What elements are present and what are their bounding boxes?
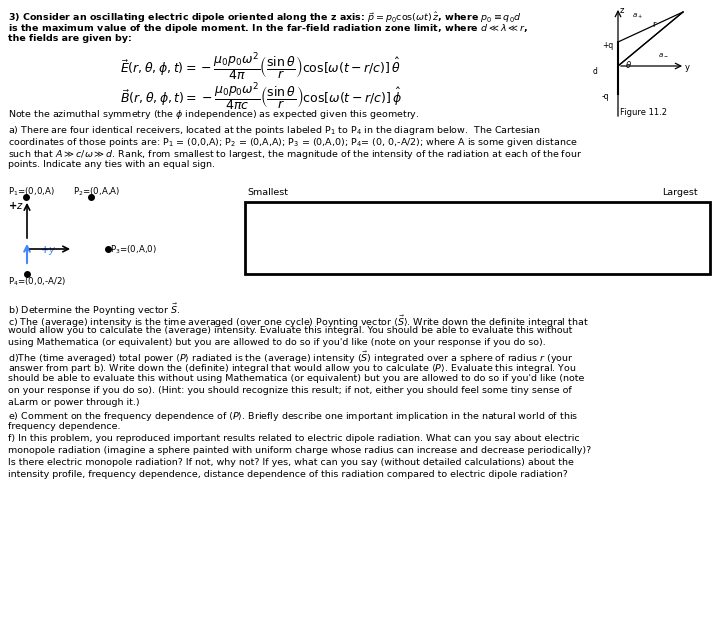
Text: points. Indicate any ties with an equal sign.: points. Indicate any ties with an equal … (8, 160, 215, 169)
Text: f) In this problem, you reproduced important results related to electric dipole : f) In this problem, you reproduced impor… (8, 434, 580, 443)
Text: answer from part b). Write down the (definite) integral that would allow you to : answer from part b). Write down the (def… (8, 362, 577, 375)
Text: +$y$: +$y$ (40, 244, 56, 257)
Text: Largest: Largest (662, 188, 697, 197)
Text: d: d (593, 67, 598, 76)
Text: Figure 11.2: Figure 11.2 (620, 108, 667, 117)
Text: P$_3$=(0,A,0): P$_3$=(0,A,0) (110, 243, 157, 255)
Text: is the maximum value of the dipole moment. In the far-field radiation zone limit: is the maximum value of the dipole momen… (8, 22, 529, 35)
Text: coordinates of those points are: P$_1$ = (0,0,A); P$_2$ = (0,A,A); P$_3$ = (0,A,: coordinates of those points are: P$_1$ =… (8, 136, 578, 149)
Text: +$z$: +$z$ (8, 200, 24, 211)
Text: the fields are given by:: the fields are given by: (8, 34, 131, 43)
Text: b) Determine the Poynting vector $\vec{S}$.: b) Determine the Poynting vector $\vec{S… (8, 302, 180, 318)
Bar (245, 202, 710, 274)
Text: $a_+$: $a_+$ (632, 12, 643, 21)
Text: c) The (average) intensity is the time averaged (over one cycle) Poynting vector: c) The (average) intensity is the time a… (8, 314, 588, 330)
Text: using Mathematica (or equivalent) but you are allowed to do so if you'd like (no: using Mathematica (or equivalent) but yo… (8, 338, 546, 347)
Text: $\vec{E}(r,\theta,\phi,t) = -\dfrac{\mu_0 p_0\omega^2}{4\pi}\left(\dfrac{\sin\th: $\vec{E}(r,\theta,\phi,t) = -\dfrac{\mu_… (120, 50, 401, 82)
Text: should be able to evaluate this without using Mathematica (or equivalent) but yo: should be able to evaluate this without … (8, 374, 584, 383)
Text: -q: -q (602, 92, 609, 101)
Text: on your response if you do so). (Hint: you should recognize this result; if not,: on your response if you do so). (Hint: y… (8, 386, 572, 395)
Text: r: r (652, 20, 656, 29)
Text: $a_-$: $a_-$ (658, 51, 669, 58)
Text: Note the azimuthal symmetry (the $\phi$ independence) as expected given this geo: Note the azimuthal symmetry (the $\phi$ … (8, 108, 419, 121)
Text: monopole radiation (imagine a sphere painted with uniform charge whose radius ca: monopole radiation (imagine a sphere pai… (8, 446, 591, 455)
Text: $\vec{B}(r,\theta,\phi,t) = -\dfrac{\mu_0 p_0\omega^2}{4\pi c}\left(\dfrac{\sin\: $\vec{B}(r,\theta,\phi,t) = -\dfrac{\mu_… (120, 80, 402, 112)
Text: Is there electric monopole radiation? If not, why not? If yes, what can you say : Is there electric monopole radiation? If… (8, 458, 574, 467)
Text: intensity profile, frequency dependence, distance dependence of this radiation c: intensity profile, frequency dependence,… (8, 470, 568, 479)
Text: P$_4$=(0,0,-A/2): P$_4$=(0,0,-A/2) (8, 276, 66, 288)
Text: a) There are four identical receivers, located at the points labeled P$_1$ to P$: a) There are four identical receivers, l… (8, 124, 541, 137)
Text: y: y (685, 63, 690, 72)
Text: z: z (620, 6, 625, 15)
Text: d)The (time averaged) total power $\langle P\rangle$ radiated is the (average) i: d)The (time averaged) total power $\lang… (8, 350, 573, 366)
Text: frequency dependence.: frequency dependence. (8, 422, 121, 431)
Text: would allow you to calculate the (average) intensity. Evaluate this integral. Yo: would allow you to calculate the (averag… (8, 326, 573, 335)
Text: Smallest: Smallest (247, 188, 288, 197)
Text: +q: +q (602, 41, 613, 50)
Text: such that $A \gg c/\omega \gg d$. Rank, from smallest to largest, the magnitude : such that $A \gg c/\omega \gg d$. Rank, … (8, 148, 582, 161)
Text: 3) Consider an oscillating electric dipole oriented along the z axis: $\vec{p} =: 3) Consider an oscillating electric dipo… (8, 10, 521, 25)
Text: e) Comment on the frequency dependence of $\langle P\rangle$. Briefly describe o: e) Comment on the frequency dependence o… (8, 410, 578, 423)
Text: $\theta$: $\theta$ (625, 59, 632, 70)
Text: aLarm or power through it.): aLarm or power through it.) (8, 398, 139, 407)
Text: P$_2$=(0,A,A): P$_2$=(0,A,A) (73, 186, 121, 198)
Text: P$_1$=(0,0,A): P$_1$=(0,0,A) (8, 186, 55, 198)
